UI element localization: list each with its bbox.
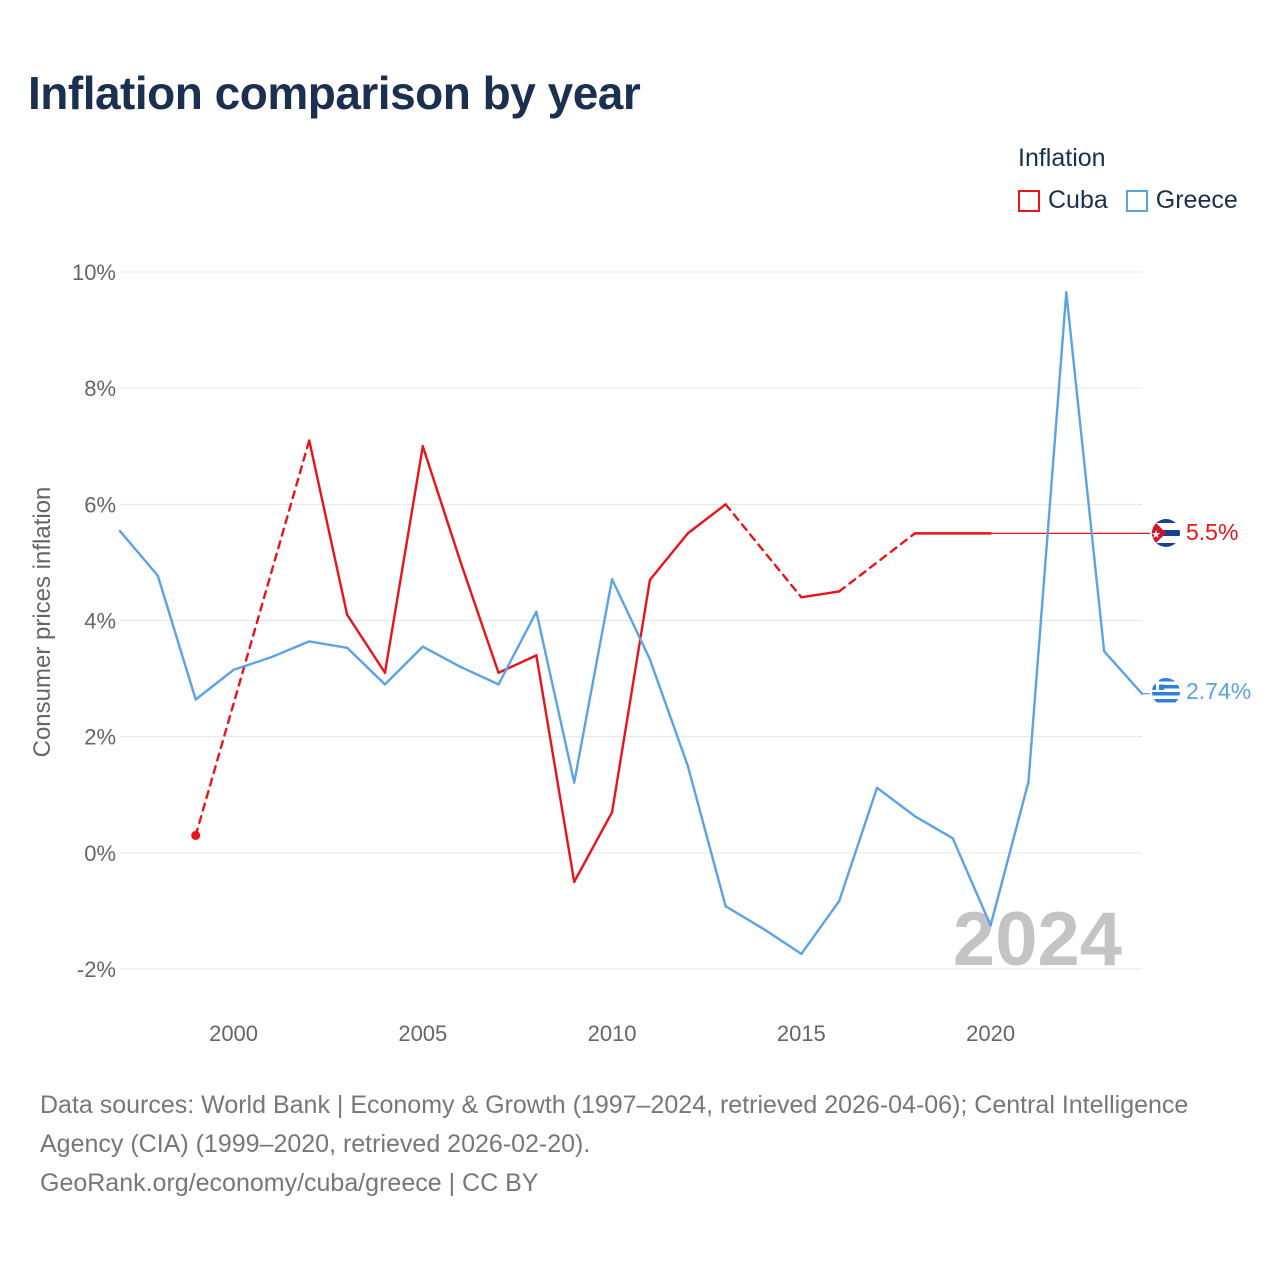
chart-title: Inflation comparison by year: [28, 67, 641, 119]
legend-swatch-greece: [1125, 189, 1148, 212]
series-segment-greece: [1027, 291, 1068, 784]
series-segment-cuba: [648, 532, 689, 582]
y-tick-label: 10%: [72, 260, 116, 285]
footer: Data sources: World Bank | Economy & Gro…: [40, 1086, 1240, 1203]
series-segment-greece: [1102, 650, 1144, 695]
y-axis-ticks: -2% 0% 2% 4% 6% 8% 10%: [72, 260, 116, 982]
x-tick-label: 2020: [966, 1021, 1015, 1046]
x-tick-label: 2015: [777, 1021, 826, 1046]
series-segment-greece: [308, 640, 349, 649]
y-tick-label: 2%: [84, 725, 116, 750]
series-segment-greece: [345, 646, 387, 686]
series-segment-cuba: [535, 654, 576, 884]
series-segment-cuba: [383, 445, 425, 674]
end-label-cuba: 5.5%: [1186, 519, 1238, 545]
svg-text:★: ★: [1151, 529, 1161, 541]
data-point-cuba: [191, 830, 201, 840]
series-segment-greece: [989, 780, 1030, 927]
series-segment-greece: [383, 645, 425, 686]
footer-sources: Data sources: World Bank | Economy & Gro…: [40, 1091, 1189, 1158]
series-segment-greece: [232, 655, 273, 672]
legend-title: Inflation: [1018, 144, 1106, 172]
line-chart: -2% 0% 2% 4% 6% 8% 10% 2000 2005 2010 2015 2020 Co…: [29, 260, 1251, 1046]
series-segment-cuba: [573, 810, 614, 884]
series-segment-cuba: [308, 439, 349, 616]
series-segment-greece: [118, 529, 160, 577]
series-lines: [118, 291, 1150, 956]
series-segment-greece: [194, 668, 235, 701]
legend-item-greece[interactable]: Greece: [1125, 186, 1238, 215]
series-segment-greece: [800, 899, 841, 956]
y-axis-label: Consumer prices inflation: [29, 487, 56, 758]
series-segment-greece: [270, 640, 311, 659]
series-segment-greece: [724, 905, 765, 931]
series-segment-greece: [762, 927, 803, 956]
y-tick-label: 8%: [84, 376, 116, 401]
series-segment-cuba: [610, 578, 652, 814]
series-segment-greece: [497, 610, 538, 686]
cuba-flag-icon: ★: [1151, 519, 1180, 547]
y-tick-label: -2%: [77, 957, 116, 982]
greece-flag-icon: [1152, 678, 1180, 706]
y-tick-label: 4%: [84, 609, 116, 634]
series-segment-cuba: [686, 503, 727, 535]
series-segment-greece: [875, 786, 917, 818]
series-segment-greece: [610, 578, 652, 661]
series-segment-greece: [573, 578, 614, 784]
x-tick-label: 2010: [588, 1021, 637, 1046]
series-segment-cuba: [459, 561, 500, 674]
series-segment-cuba: [837, 532, 917, 593]
series-segment-cuba: [345, 613, 387, 674]
series-segment-greece: [535, 610, 576, 784]
series-segment-greece: [913, 815, 954, 840]
series-segment-greece: [421, 645, 462, 669]
y-tick-label: 6%: [84, 492, 116, 517]
series-segment-greece: [837, 786, 879, 903]
series-segment-greece: [951, 837, 992, 927]
x-tick-label: 2000: [209, 1021, 258, 1046]
series-segment-greece: [686, 764, 727, 908]
series-segment-cuba: [800, 590, 841, 599]
legend: Cuba Greece: [1018, 186, 1256, 215]
legend-swatch-cuba: [1018, 189, 1040, 212]
legend-label-cuba: Cuba: [1048, 186, 1108, 214]
series-segment-cuba: [724, 503, 803, 599]
series-segment-cuba: [194, 439, 311, 837]
legend-label-greece: Greece: [1155, 186, 1238, 214]
series-segment-greece: [156, 574, 197, 701]
series-segment-greece: [459, 665, 500, 686]
x-tick-label: 2005: [398, 1021, 447, 1046]
year-watermark: 2024: [953, 897, 1122, 982]
x-axis-ticks: 2000 2005 2010 2015 2020: [209, 1021, 1015, 1046]
series-segment-cuba: [497, 654, 538, 674]
footer-link[interactable]: GeoRank.org/economy/cuba/greece | CC BY: [40, 1169, 539, 1197]
end-label-greece: 2.74%: [1186, 678, 1251, 704]
series-segment-cuba: [421, 445, 462, 564]
legend-item-cuba[interactable]: Cuba: [1018, 186, 1108, 215]
series-segment-greece: [648, 658, 689, 767]
y-tick-label: 0%: [84, 841, 116, 866]
series-segment-greece: [1065, 291, 1106, 653]
